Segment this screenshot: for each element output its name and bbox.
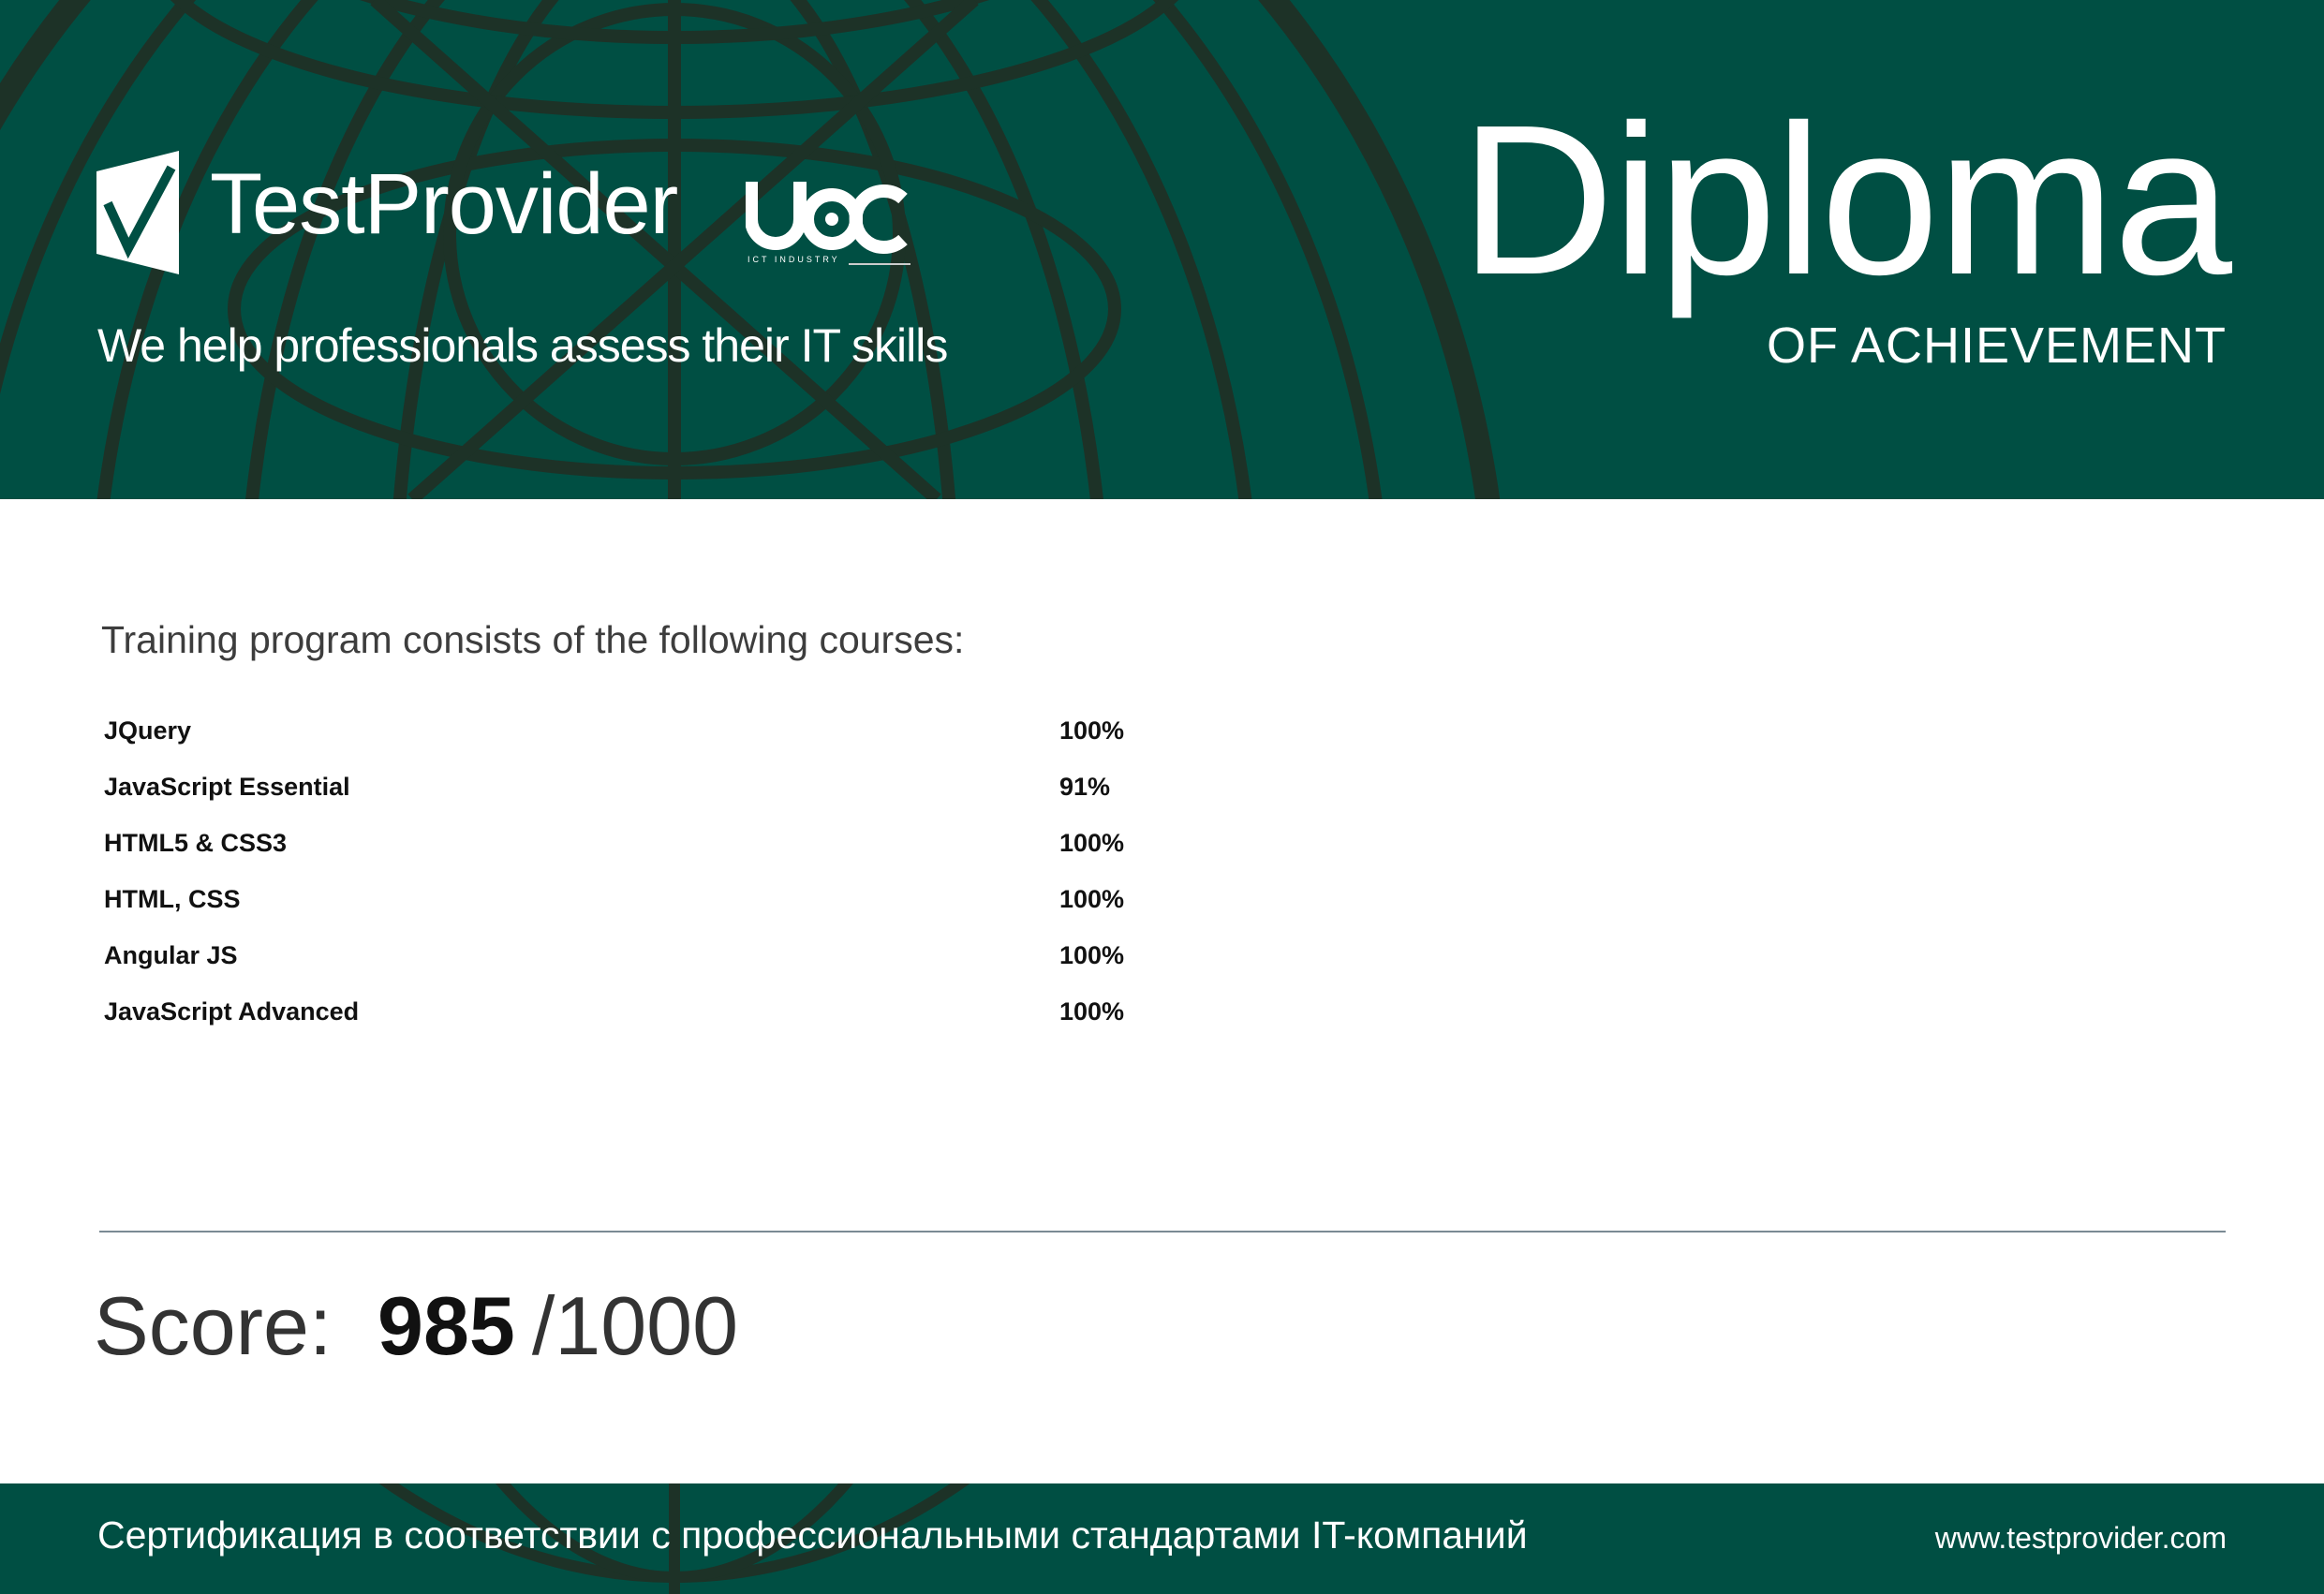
ucc-logo-icon bbox=[746, 182, 910, 265]
course-name: HTML, CSS bbox=[104, 884, 241, 913]
footer-text: Сертификация в соответствии с профессион… bbox=[97, 1513, 1528, 1557]
course-score: 91% bbox=[1059, 772, 1111, 801]
course-score: 100% bbox=[1059, 716, 1125, 745]
courses-heading: Training program consists of the followi… bbox=[101, 618, 965, 661]
score-label: Score: bbox=[94, 1279, 333, 1372]
tagline: We help professionals assess their IT sk… bbox=[97, 319, 948, 372]
brand-name: TestProvider bbox=[210, 156, 678, 252]
header-banner: TestProvider ICT INDUSTRY We help profes… bbox=[0, 0, 2324, 499]
website-link[interactable]: www.testprovider.com bbox=[1934, 1521, 2227, 1555]
globe-watermark-icon bbox=[0, 0, 1501, 499]
course-name: JavaScript Advanced bbox=[104, 996, 360, 1026]
course-score: 100% bbox=[1059, 940, 1125, 969]
checkmark-shield-logo-icon bbox=[96, 151, 179, 274]
score-total: /1000 bbox=[531, 1279, 739, 1372]
courses-list: JQuery 100% JavaScript Essential 91% HTML5… bbox=[104, 702, 1228, 1040]
course-row: JavaScript Advanced 100% bbox=[104, 983, 1228, 1040]
course-row: JQuery 100% bbox=[104, 702, 1228, 759]
course-name: JQuery bbox=[104, 716, 192, 745]
divider bbox=[99, 1231, 2226, 1232]
partner-subtitle: ICT INDUSTRY bbox=[748, 255, 840, 264]
course-row: HTML, CSS 100% bbox=[104, 871, 1228, 927]
footer-banner: Сертификация в соответствии с профессион… bbox=[0, 1483, 2324, 1594]
course-name: HTML5 & CSS3 bbox=[104, 828, 288, 857]
diploma-title: Diploma bbox=[1459, 81, 2232, 319]
course-row: HTML5 & CSS3 100% bbox=[104, 815, 1228, 871]
course-name: Angular JS bbox=[104, 940, 238, 969]
course-score: 100% bbox=[1059, 884, 1125, 913]
course-name: JavaScript Essential bbox=[104, 772, 350, 801]
globe-watermark-icon bbox=[378, 1483, 970, 1594]
course-row: Angular JS 100% bbox=[104, 927, 1228, 983]
diploma-subtitle: OF ACHIEVEMENT bbox=[1766, 317, 2227, 374]
course-score: 100% bbox=[1059, 996, 1125, 1026]
total-score: Score: 985 /1000 bbox=[94, 1278, 738, 1374]
course-row: JavaScript Essential 91% bbox=[104, 759, 1228, 815]
course-score: 100% bbox=[1059, 828, 1125, 857]
score-value: 985 bbox=[377, 1279, 515, 1372]
